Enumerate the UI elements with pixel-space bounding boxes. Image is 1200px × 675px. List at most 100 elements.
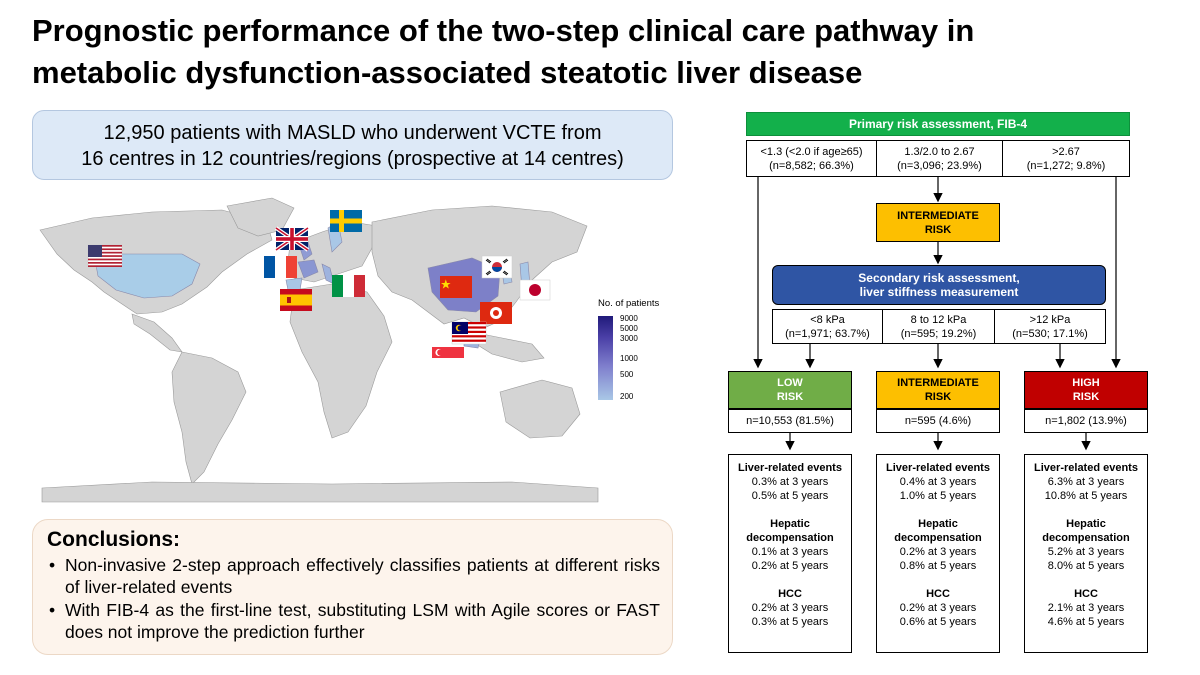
outcome-value: 0.2% at 3 years bbox=[751, 602, 829, 614]
south-america-land bbox=[171, 351, 247, 485]
outcome-value: 2.1% at 3 years bbox=[1047, 602, 1125, 614]
legend-tick: 1000 bbox=[620, 354, 638, 363]
outcome-value: 0.2% at 5 years bbox=[751, 560, 829, 572]
intermediate-risk-fib4: INTERMEDIATE RISK bbox=[876, 203, 1000, 242]
outcome-heading: HCC bbox=[1074, 588, 1098, 600]
high-risk-count: n=1,802 (13.9%) bbox=[1024, 409, 1148, 433]
flag-spain bbox=[280, 289, 312, 311]
outcome-value: 0.3% at 3 years bbox=[751, 476, 829, 488]
flag-sweden bbox=[330, 210, 362, 232]
outcome-value: 0.8% at 5 years bbox=[899, 560, 977, 572]
outcome-value: 0.6% at 5 years bbox=[899, 616, 977, 628]
outcome-heading: HCC bbox=[778, 588, 802, 600]
flag-malaysia bbox=[451, 321, 487, 345]
lsm-high-cell: >12 kPa (n=530; 17.1%) bbox=[995, 310, 1105, 343]
flag-france bbox=[264, 256, 297, 278]
intermediate-risk-label-2: RISK bbox=[924, 391, 952, 403]
flag-china bbox=[440, 276, 472, 298]
outcome-heading: Hepatic bbox=[770, 518, 810, 530]
outcome-value: 0.5% at 5 years bbox=[751, 490, 829, 502]
lsm-cutoff: >12 kPa bbox=[1029, 313, 1071, 326]
low-risk-outcomes: Liver-related events 0.3% at 3 years 0.5… bbox=[728, 454, 852, 653]
fib4-intermediate-cell: 1.3/2.0 to 2.67 (n=3,096; 23.9%) bbox=[877, 141, 1003, 176]
flag-japan bbox=[519, 279, 551, 301]
outcome-value: 10.8% at 5 years bbox=[1044, 490, 1128, 502]
antarctica-land bbox=[41, 481, 599, 503]
outcome-value: 0.3% at 5 years bbox=[751, 616, 829, 628]
fib4-count: (n=1,272; 9.8%) bbox=[1026, 159, 1106, 172]
outcome-heading: Hepatic bbox=[1066, 518, 1106, 530]
outcome-heading: Hepatic bbox=[918, 518, 958, 530]
flow-connectors bbox=[753, 177, 1121, 451]
high-risk-outcomes: Liver-related events 6.3% at 3 years 10.… bbox=[1024, 454, 1148, 653]
lsm-intermediate-cell: 8 to 12 kPa (n=595; 19.2%) bbox=[883, 310, 995, 343]
australia-land bbox=[499, 379, 581, 439]
lsm-cutoff: 8 to 12 kPa bbox=[910, 313, 967, 326]
care-pathway-flowchart: Primary risk assessment, FIB-4 <1.3 (<2.… bbox=[700, 100, 1200, 675]
outcome-value: 0.2% at 3 years bbox=[899, 546, 977, 558]
secondary-label-2: liver stiffness measurement bbox=[859, 285, 1019, 299]
map-legend: No. of patients 9000 5000 3000 1000 500 … bbox=[598, 298, 688, 410]
outcome-value: 0.1% at 3 years bbox=[751, 546, 829, 558]
fib4-cutoff: 1.3/2.0 to 2.67 bbox=[904, 145, 975, 158]
spain-region bbox=[285, 277, 303, 291]
conclusions-list: Non-invasive 2-step approach effectively… bbox=[47, 554, 660, 643]
low-risk-label-1: LOW bbox=[777, 377, 803, 389]
world-map bbox=[32, 192, 608, 504]
outcome-value: 0.4% at 3 years bbox=[899, 476, 977, 488]
fib4-low-cell: <1.3 (<2.0 if age≥65) (n=8,582; 66.3%) bbox=[747, 141, 877, 176]
outcome-value: 6.3% at 3 years bbox=[1047, 476, 1125, 488]
legend-tick: 3000 bbox=[620, 334, 638, 343]
intermediate-risk-count: n=595 (4.6%) bbox=[876, 409, 1000, 433]
lsm-low-cell: <8 kPa (n=1,971; 63.7%) bbox=[773, 310, 883, 343]
flag-usa bbox=[87, 244, 123, 268]
cohort-line-2: 16 centres in 12 countries/regions (pros… bbox=[81, 148, 624, 170]
legend-tick: 9000 bbox=[620, 314, 638, 323]
intermediate-label-2: RISK bbox=[924, 223, 952, 236]
legend-tick: 500 bbox=[620, 370, 634, 379]
outcome-value: 1.0% at 5 years bbox=[899, 490, 977, 502]
fib4-categories: <1.3 (<2.0 if age≥65) (n=8,582; 66.3%) 1… bbox=[746, 140, 1130, 177]
primary-risk-assessment: Primary risk assessment, FIB-4 bbox=[746, 112, 1130, 136]
flag-italy bbox=[332, 275, 365, 297]
page-title: Prognostic performance of the two-step c… bbox=[32, 10, 1147, 94]
outcome-heading: HCC bbox=[926, 588, 950, 600]
flag-uk bbox=[274, 226, 310, 252]
flag-south-korea bbox=[481, 255, 513, 279]
outcome-heading: Liver-related events bbox=[886, 462, 990, 474]
outcome-value: 4.6% at 5 years bbox=[1047, 616, 1125, 628]
intermediate-risk-box: INTERMEDIATE RISK bbox=[876, 371, 1000, 409]
lsm-categories: <8 kPa (n=1,971; 63.7%) 8 to 12 kPa (n=5… bbox=[772, 309, 1106, 344]
low-risk-count: n=10,553 (81.5%) bbox=[728, 409, 852, 433]
outcome-heading: decompensation bbox=[894, 532, 982, 544]
outcome-heading: Liver-related events bbox=[1034, 462, 1138, 474]
high-risk-label-2: RISK bbox=[1072, 391, 1100, 403]
conclusion-item: With FIB-4 as the first-line test, subst… bbox=[47, 599, 660, 643]
title-line-2: metabolic dysfunction-associated steatot… bbox=[32, 55, 863, 90]
fib4-count: (n=8,582; 66.3%) bbox=[769, 159, 854, 172]
conclusions-heading: Conclusions: bbox=[47, 528, 181, 551]
lsm-count: (n=530; 17.1%) bbox=[1012, 327, 1088, 340]
outcome-heading: Liver-related events bbox=[738, 462, 842, 474]
high-risk-box: HIGH RISK bbox=[1024, 371, 1148, 409]
fib4-cutoff: >2.67 bbox=[1052, 145, 1080, 158]
france-region bbox=[297, 259, 319, 279]
fib4-high-cell: >2.67 (n=1,272; 9.8%) bbox=[1003, 141, 1129, 176]
lsm-count: (n=595; 19.2%) bbox=[900, 327, 977, 340]
africa-land bbox=[289, 283, 393, 439]
legend-title: No. of patients bbox=[598, 298, 660, 309]
legend-tick: 5000 bbox=[620, 324, 638, 333]
outcome-heading: decompensation bbox=[1042, 532, 1130, 544]
lsm-cutoff: <8 kPa bbox=[810, 313, 845, 326]
lsm-count: (n=1,971; 63.7%) bbox=[785, 327, 870, 340]
conclusions-box: Conclusions: Non-invasive 2-step approac… bbox=[32, 519, 673, 655]
intermediate-label-1: INTERMEDIATE bbox=[897, 209, 979, 222]
outcome-heading: decompensation bbox=[746, 532, 834, 544]
low-risk-label-2: RISK bbox=[776, 391, 804, 403]
high-risk-label-1: HIGH bbox=[1072, 377, 1100, 389]
outcome-value: 8.0% at 5 years bbox=[1047, 560, 1125, 572]
secondary-label-1: Secondary risk assessment, bbox=[858, 271, 1020, 285]
intermediate-risk-label-1: INTERMEDIATE bbox=[897, 377, 979, 389]
secondary-risk-assessment: Secondary risk assessment, liver stiffne… bbox=[772, 265, 1106, 305]
legend-tick: 200 bbox=[620, 392, 634, 401]
